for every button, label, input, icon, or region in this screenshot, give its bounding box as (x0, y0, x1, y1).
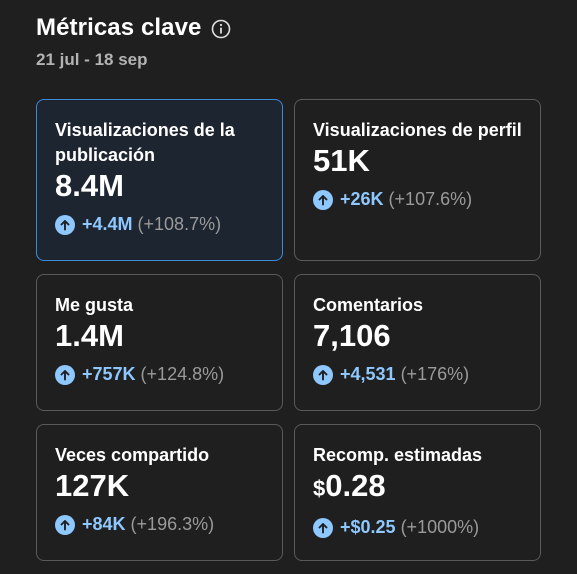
delta-absolute: +26K (340, 189, 384, 209)
metric-value: 7,106 (313, 318, 391, 353)
info-icon[interactable] (210, 18, 232, 40)
arrow-up-icon (55, 364, 75, 385)
metric-delta: +4,531 (+176%) (313, 364, 522, 385)
currency-symbol: $ (313, 476, 326, 501)
metric-value: 1.4M (55, 318, 124, 353)
metric-label: Visualizaciones de la publicación (55, 120, 235, 165)
metric-card-estimated-rewards[interactable]: Recomp. estimadas $0.28 +$0.25 (+1000%) (294, 424, 541, 561)
page-title: Métricas clave (36, 14, 202, 41)
delta-percent: (+107.6%) (388, 189, 473, 209)
metric-delta: +$0.25 (+1000%) (313, 517, 522, 538)
arrow-up-icon (313, 517, 333, 538)
metric-value: 127K (55, 468, 130, 503)
metric-card-shares[interactable]: Veces compartido 127K +84K (+196.3%) (36, 424, 283, 561)
metric-label: Comentarios (313, 295, 424, 315)
metric-card-comments[interactable]: Comentarios 7,106 +4,531 (+176%) (294, 274, 541, 411)
header: Métricas clave 21 jul - 18 sep (36, 14, 232, 70)
delta-absolute: +757K (82, 364, 136, 384)
delta-percent: (+1000%) (400, 517, 480, 537)
metric-label: Me gusta (55, 295, 134, 315)
arrow-up-icon (313, 189, 333, 210)
metric-delta: +26K (+107.6%) (313, 189, 522, 210)
metric-value-number: 0.28 (325, 468, 386, 503)
metric-label: Veces compartido (55, 445, 210, 465)
delta-percent: (+196.3%) (130, 514, 215, 534)
metric-card-likes[interactable]: Me gusta 1.4M +757K (+124.8%) (36, 274, 283, 411)
metric-delta: +84K (+196.3%) (55, 514, 264, 535)
delta-percent: (+124.8%) (140, 364, 225, 384)
metric-delta: +757K (+124.8%) (55, 364, 264, 385)
metric-label: Visualizaciones de perfil (313, 120, 522, 140)
delta-absolute: +4.4M (82, 214, 133, 234)
delta-percent: (+176%) (400, 364, 470, 384)
arrow-up-icon (55, 514, 75, 535)
delta-absolute: +4,531 (340, 364, 396, 384)
metric-value: 8.4M (55, 168, 124, 203)
date-range: 21 jul - 18 sep (36, 50, 148, 69)
arrow-up-icon (55, 214, 75, 235)
title-row: Métricas clave (36, 14, 232, 42)
metric-card-profile-views[interactable]: Visualizaciones de perfil 51K +26K (+107… (294, 99, 541, 261)
delta-absolute: +$0.25 (340, 517, 396, 537)
metric-value: 51K (313, 143, 370, 178)
metric-card-post-views[interactable]: Visualizaciones de la publicación 8.4M +… (36, 99, 283, 261)
metric-delta: +4.4M (+108.7%) (55, 214, 264, 235)
arrow-up-icon (313, 364, 333, 385)
metric-label: Recomp. estimadas (313, 445, 483, 465)
delta-percent: (+108.7%) (137, 214, 222, 234)
metric-value: $0.28 (313, 468, 522, 507)
delta-absolute: +84K (82, 514, 126, 534)
